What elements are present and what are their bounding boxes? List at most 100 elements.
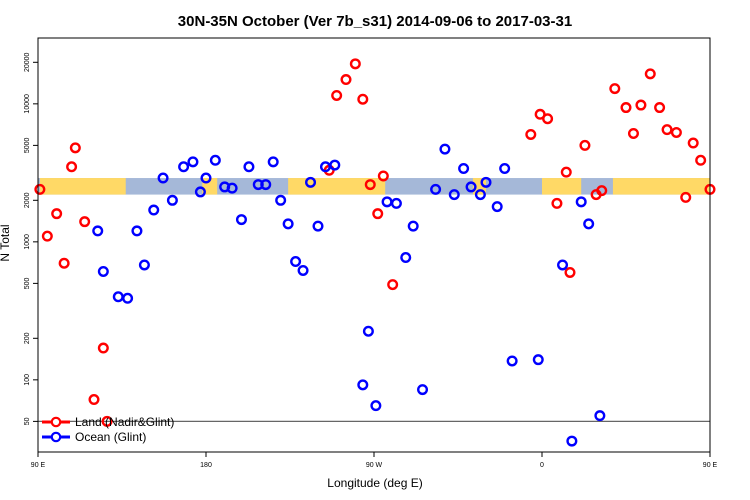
y-tick-label: 100 bbox=[24, 374, 31, 386]
data-point bbox=[340, 74, 352, 86]
data-point bbox=[620, 102, 632, 114]
data-point bbox=[387, 279, 399, 291]
data-point bbox=[364, 179, 376, 191]
data-point bbox=[275, 194, 287, 206]
data-point bbox=[51, 208, 63, 220]
legend-ocean-marker bbox=[50, 431, 62, 443]
series-ocean bbox=[92, 143, 606, 447]
data-point bbox=[579, 139, 591, 151]
data-point bbox=[200, 172, 212, 184]
data-point bbox=[331, 89, 343, 101]
data-point bbox=[362, 325, 374, 337]
data-point bbox=[305, 176, 317, 188]
data-point bbox=[178, 161, 190, 173]
data-point bbox=[635, 99, 647, 111]
x-tick-label: 90 W bbox=[366, 462, 383, 469]
y-tick-label: 50 bbox=[24, 417, 31, 425]
x-tick-label: 0 bbox=[540, 462, 544, 469]
data-point bbox=[596, 185, 608, 197]
data-point bbox=[209, 154, 221, 166]
data-point bbox=[97, 342, 109, 354]
data-point bbox=[557, 259, 569, 271]
x-axis-label: Longitude (deg E) bbox=[327, 476, 422, 490]
y-tick-label: 200 bbox=[24, 332, 31, 344]
data-point bbox=[138, 259, 150, 271]
legend-land-label: Land (Nadir&Glint) bbox=[75, 415, 174, 429]
data-point bbox=[312, 220, 324, 232]
data-point bbox=[458, 162, 470, 174]
data-point bbox=[407, 220, 419, 232]
data-point bbox=[525, 128, 537, 140]
data-point bbox=[564, 266, 576, 278]
data-point bbox=[609, 83, 621, 95]
data-point bbox=[551, 197, 563, 209]
data-point bbox=[390, 197, 402, 209]
data-point bbox=[506, 355, 518, 367]
y-tick-label: 20000 bbox=[24, 52, 31, 72]
data-point bbox=[349, 58, 361, 70]
data-point bbox=[439, 143, 451, 155]
band-land-segment bbox=[612, 178, 710, 195]
data-point bbox=[329, 159, 341, 171]
data-point bbox=[491, 201, 503, 213]
y-tick-label: 10000 bbox=[24, 94, 31, 114]
data-point bbox=[69, 142, 81, 154]
x-axis: 90 E 180 90 W 0 90 E bbox=[31, 452, 718, 469]
data-point bbox=[58, 257, 70, 269]
data-point bbox=[542, 113, 554, 125]
data-point bbox=[377, 170, 389, 182]
data-point bbox=[474, 189, 486, 201]
data-point bbox=[357, 93, 369, 105]
data-point bbox=[583, 218, 595, 230]
data-point bbox=[448, 189, 460, 201]
data-point bbox=[79, 216, 91, 228]
data-point bbox=[687, 137, 699, 149]
x-tick-label: 90 E bbox=[31, 462, 46, 469]
data-point bbox=[465, 181, 477, 193]
data-point bbox=[282, 218, 294, 230]
series-layer bbox=[34, 58, 716, 447]
data-point bbox=[400, 252, 412, 264]
band-land-segment bbox=[288, 178, 386, 195]
y-tick-label: 2000 bbox=[24, 192, 31, 208]
series-land bbox=[34, 58, 716, 427]
data-point bbox=[661, 124, 673, 136]
data-point bbox=[235, 214, 247, 226]
data-point bbox=[226, 182, 238, 194]
legend-land-marker bbox=[50, 416, 62, 428]
data-point bbox=[243, 161, 255, 173]
data-point bbox=[187, 156, 199, 168]
data-point bbox=[267, 156, 279, 168]
data-point bbox=[417, 384, 429, 396]
data-point bbox=[644, 68, 656, 80]
legend: Land (Nadir&Glint) Ocean (Glint) bbox=[42, 415, 174, 444]
x-tick-label: 180 bbox=[200, 462, 212, 469]
data-point bbox=[670, 126, 682, 138]
data-point bbox=[594, 410, 606, 422]
data-point bbox=[101, 415, 113, 427]
data-point bbox=[560, 166, 572, 178]
data-point bbox=[575, 196, 587, 208]
legend-ocean-label: Ocean (Glint) bbox=[75, 430, 146, 444]
data-point bbox=[566, 435, 578, 447]
data-point bbox=[680, 191, 692, 203]
data-point bbox=[290, 256, 302, 268]
data-point bbox=[148, 204, 160, 216]
data-point bbox=[131, 225, 143, 237]
y-tick-label: 500 bbox=[24, 277, 31, 289]
data-point bbox=[66, 161, 78, 173]
data-point bbox=[166, 194, 178, 206]
data-point bbox=[654, 102, 666, 114]
data-point bbox=[97, 265, 109, 277]
chart-title: 30N-35N October (Ver 7b_s31) 2014-09-06 … bbox=[178, 13, 572, 30]
data-point bbox=[157, 172, 169, 184]
data-point bbox=[627, 127, 639, 139]
data-point bbox=[92, 225, 104, 237]
data-point bbox=[695, 154, 707, 166]
data-point bbox=[88, 394, 100, 406]
data-point bbox=[260, 179, 272, 191]
data-point bbox=[357, 379, 369, 391]
data-point bbox=[297, 264, 309, 276]
